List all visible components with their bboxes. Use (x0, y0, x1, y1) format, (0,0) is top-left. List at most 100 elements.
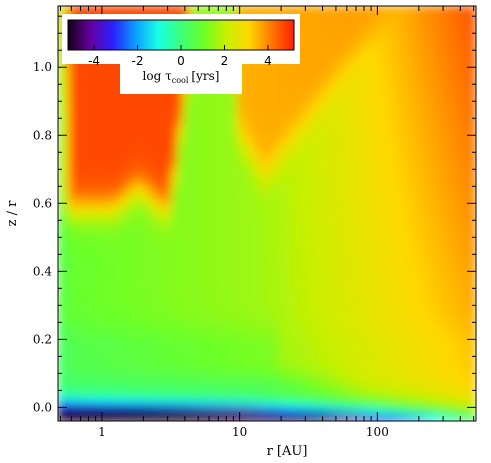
heatmap-cell (75, 6, 83, 13)
heatmap-cell (427, 272, 435, 280)
heatmap-cell (224, 218, 232, 226)
heatmap-cell (308, 325, 316, 333)
heatmap-cell (170, 189, 178, 197)
heatmap-cell (356, 130, 364, 137)
heatmap-cell (260, 325, 268, 333)
heatmap-cell (170, 100, 178, 108)
heatmap-cell (200, 414, 208, 421)
heatmap-cell (314, 76, 322, 84)
heatmap-cell (403, 284, 411, 292)
heatmap-cell (391, 355, 399, 363)
heatmap-cell (93, 402, 101, 410)
heatmap-cell (87, 307, 95, 315)
heatmap-cell (379, 118, 387, 126)
heatmap-cell (445, 147, 453, 155)
heatmap-cell (368, 171, 375, 179)
heatmap-cell (164, 337, 172, 345)
heatmap-cell (129, 254, 137, 262)
heatmap-cell (81, 147, 89, 155)
heatmap-cell (230, 402, 238, 410)
heatmap-cell (415, 189, 423, 197)
heatmap-cell (451, 23, 459, 31)
heatmap-cell (368, 379, 375, 386)
heatmap-cell (87, 64, 95, 72)
heatmap-cell (212, 183, 220, 191)
heatmap-cell (332, 272, 340, 280)
heatmap-cell (99, 301, 107, 309)
heatmap-cell (200, 343, 208, 351)
heatmap-cell (326, 135, 334, 143)
heatmap-cell (105, 266, 113, 274)
heatmap-cell (338, 384, 346, 392)
heatmap-cell (254, 337, 262, 345)
heatmap-cell (135, 290, 143, 297)
heatmap-cell (182, 153, 190, 161)
heatmap-cell (403, 213, 411, 220)
heatmap-cell (302, 112, 310, 120)
heatmap-cell (308, 224, 316, 232)
heatmap-cell (153, 195, 161, 203)
heatmap-cell (147, 112, 155, 120)
heatmap-cell (451, 58, 459, 66)
heatmap-cell (415, 106, 423, 114)
heatmap-cell (308, 254, 316, 262)
heatmap-cell (326, 189, 334, 197)
heatmap-cell (147, 278, 155, 286)
heatmap-cell (368, 367, 375, 375)
heatmap-cell (379, 213, 387, 220)
heatmap-cell (463, 118, 471, 126)
heatmap-cell (105, 76, 113, 84)
heatmap-cell (206, 218, 214, 226)
heatmap-cell (266, 402, 274, 410)
heatmap-cell (302, 153, 310, 161)
heatmap-cell (278, 337, 286, 345)
heatmap-cell (206, 124, 214, 131)
heatmap-cell (194, 112, 202, 120)
heatmap-cell (445, 349, 453, 357)
heatmap-cell (451, 153, 459, 161)
heatmap-cell (117, 236, 125, 244)
heatmap-cell (338, 130, 346, 137)
heatmap-cell (81, 64, 89, 72)
heatmap-cell (242, 343, 250, 351)
heatmap-cell (141, 373, 149, 380)
heatmap-cell (284, 396, 292, 404)
heatmap-cell (123, 331, 131, 339)
heatmap-cell (141, 213, 149, 220)
heatmap-cell (105, 213, 113, 220)
heatmap-cell (314, 6, 322, 13)
heatmap-cell (302, 124, 310, 131)
heatmap-cell (439, 230, 447, 238)
heatmap-cell (188, 218, 196, 226)
heatmap-cell (164, 94, 172, 102)
heatmap-cell (469, 130, 476, 137)
heatmap-cell (200, 301, 208, 309)
heatmap-cell (194, 177, 202, 185)
heatmap-cell (385, 76, 393, 84)
heatmap-cell (385, 177, 393, 185)
heatmap-cell (254, 118, 262, 126)
heatmap-cell (368, 319, 375, 327)
heatmap-cell (87, 290, 95, 297)
heatmap-cell (356, 236, 364, 244)
heatmap-cell (194, 201, 202, 209)
heatmap-cell (224, 361, 232, 369)
heatmap-cell (451, 47, 459, 54)
heatmap-cell (153, 390, 161, 398)
heatmap-cell (421, 278, 429, 286)
heatmap-cell (99, 106, 107, 114)
heatmap-cell (296, 230, 304, 238)
heatmap-cell (164, 367, 172, 375)
heatmap-cell (403, 248, 411, 256)
heatmap-cell (314, 325, 322, 333)
heatmap-cell (117, 367, 125, 375)
heatmap-cell (218, 147, 226, 155)
heatmap-cell (439, 29, 447, 37)
heatmap-cell (141, 319, 149, 327)
heatmap-cell (212, 224, 220, 232)
heatmap-cell (433, 254, 441, 262)
heatmap-cell (75, 355, 83, 363)
heatmap-cell (320, 64, 328, 72)
heatmap-cell (278, 396, 286, 404)
heatmap-cell (254, 355, 262, 363)
